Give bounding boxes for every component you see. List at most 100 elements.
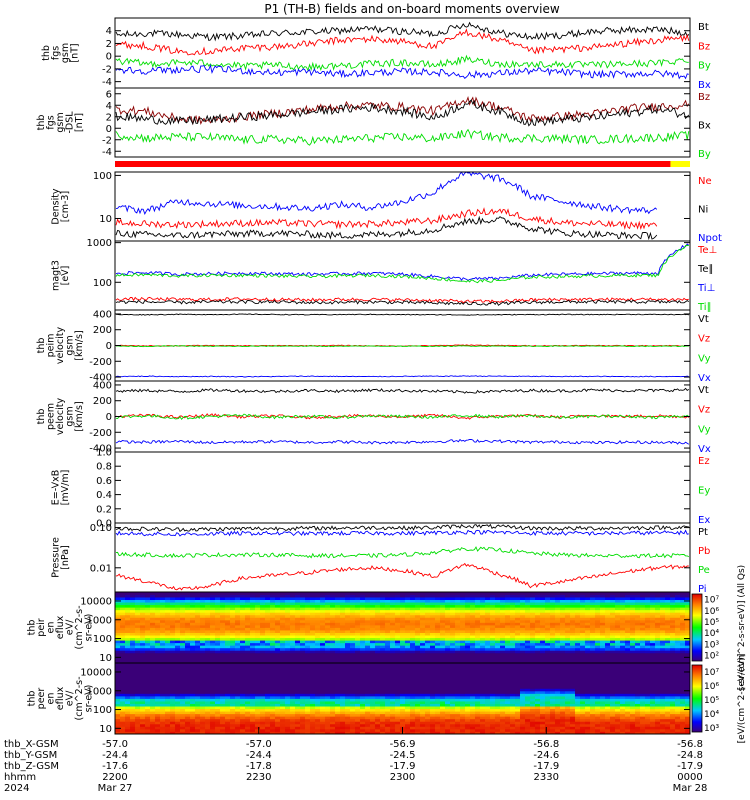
- spectrogram-cell: [320, 716, 326, 720]
- spectrogram-cell: [175, 645, 181, 649]
- spectrogram-cell: [645, 609, 651, 613]
- spectrogram-cell: [300, 657, 306, 661]
- spectrogram-cell: [295, 607, 301, 611]
- spectrogram-cell: [375, 602, 381, 606]
- spectrogram-cell: [400, 642, 406, 646]
- spectrogram-cell: [490, 612, 496, 616]
- spectrogram-cell: [420, 640, 426, 644]
- spectrogram-cell: [435, 627, 441, 631]
- spectrogram-cell: [675, 637, 681, 641]
- spectrogram-cell: [155, 599, 161, 603]
- spectrogram-cell: [290, 665, 296, 669]
- spectrogram-cell: [375, 614, 381, 618]
- spectrogram-cell: [190, 728, 196, 732]
- spectrogram-cell: [260, 655, 266, 659]
- spectrogram-cell: [275, 685, 281, 689]
- spectrogram-cell: [615, 640, 621, 644]
- spectrogram-cell: [415, 637, 421, 641]
- spectrogram-cell: [165, 678, 171, 682]
- spectrogram-cell: [145, 680, 151, 684]
- spectrogram-cell: [340, 612, 346, 616]
- spectrogram-cell: [115, 632, 121, 636]
- spectrogram-cell: [220, 673, 226, 677]
- spectrogram-cell: [280, 594, 286, 598]
- spectrogram-cell: [275, 703, 281, 707]
- spectrogram-cell: [655, 614, 661, 618]
- spectrogram-cell: [330, 599, 336, 603]
- spectrogram-cell: [300, 695, 306, 699]
- spectrogram-cell: [540, 594, 546, 598]
- spectrogram-cell: [230, 627, 236, 631]
- spectrogram-cell: [160, 594, 166, 598]
- spectrogram-cell: [170, 594, 176, 598]
- spectrogram-cell: [390, 650, 396, 654]
- spectrogram-cell: [235, 632, 241, 636]
- spectrogram-cell: [285, 645, 291, 649]
- spectrogram-cell: [165, 683, 171, 687]
- spectrogram-cell: [150, 723, 156, 727]
- spectrogram-cell: [645, 599, 651, 603]
- spectrogram-cell: [280, 708, 286, 712]
- spectrogram-cell: [150, 688, 156, 692]
- spectrogram-cell: [150, 614, 156, 618]
- spectrogram-cell: [565, 632, 571, 636]
- spectrogram-cell: [460, 622, 466, 626]
- spectrogram-cell: [250, 655, 256, 659]
- spectrogram-cell: [280, 706, 286, 710]
- spectrogram-cell: [190, 660, 196, 664]
- spectrogram-cell: [560, 637, 566, 641]
- y-axis-label: peir: [36, 618, 47, 637]
- spectrogram-cell: [360, 594, 366, 598]
- spectrogram-cell: [335, 718, 341, 722]
- spectrogram-cell: [190, 627, 196, 631]
- spectrogram-cell: [340, 683, 346, 687]
- spectrogram-cell: [225, 635, 231, 639]
- spectrogram-cell: [440, 609, 446, 613]
- spectrogram-cell: [380, 673, 386, 677]
- spectrogram-cell: [260, 698, 266, 702]
- spectrogram-cell: [125, 695, 131, 699]
- spectrogram-cell: [540, 660, 546, 664]
- spectrogram-cell: [310, 607, 316, 611]
- spectrogram-cell: [640, 647, 646, 651]
- spectrogram-cell: [420, 635, 426, 639]
- spectrogram-cell: [120, 627, 126, 631]
- spectrogram-cell: [205, 602, 211, 606]
- spectrogram-cell: [455, 645, 461, 649]
- spectrogram-cell: [315, 680, 321, 684]
- spectrogram-cell: [210, 723, 216, 727]
- spectrogram-cell: [380, 711, 386, 715]
- spectrogram-cell: [265, 614, 271, 618]
- spectrogram-cell: [245, 685, 251, 689]
- spectrogram-cell: [405, 619, 411, 623]
- spectrogram-cell: [360, 665, 366, 669]
- spectrogram-cell: [215, 624, 221, 628]
- spectrogram-cell: [250, 599, 256, 603]
- spectrogram-cell: [350, 655, 356, 659]
- spectrogram-cell: [310, 597, 316, 601]
- spectrogram-cell: [315, 731, 321, 735]
- spectrogram-cell: [240, 703, 246, 707]
- spectrogram-cell: [645, 647, 651, 651]
- spectrogram-cell: [285, 668, 291, 672]
- spectrogram-cell: [290, 701, 296, 704]
- spectrogram-cell: [190, 635, 196, 639]
- spectrogram-cell: [130, 728, 136, 732]
- spectrogram-cell: [155, 680, 161, 684]
- spectrogram-cell: [195, 604, 201, 608]
- legend-Vt: Vt: [698, 385, 709, 396]
- spectrogram-cell: [370, 708, 376, 712]
- series-line-Vy: [115, 413, 690, 421]
- spectrogram-cell: [515, 624, 521, 628]
- spectrogram-cell: [545, 604, 551, 608]
- spectrogram-cell: [230, 655, 236, 659]
- spectrogram-cell: [205, 609, 211, 613]
- spectrogram-cell: [225, 614, 231, 618]
- spectrogram-cell: [305, 632, 311, 636]
- spectrogram-cell: [190, 663, 196, 666]
- spectrogram-cell: [470, 602, 476, 606]
- spectrogram-cell: [670, 640, 676, 644]
- spectrogram-cell: [615, 657, 621, 661]
- y-axis-label: fgs: [46, 115, 57, 129]
